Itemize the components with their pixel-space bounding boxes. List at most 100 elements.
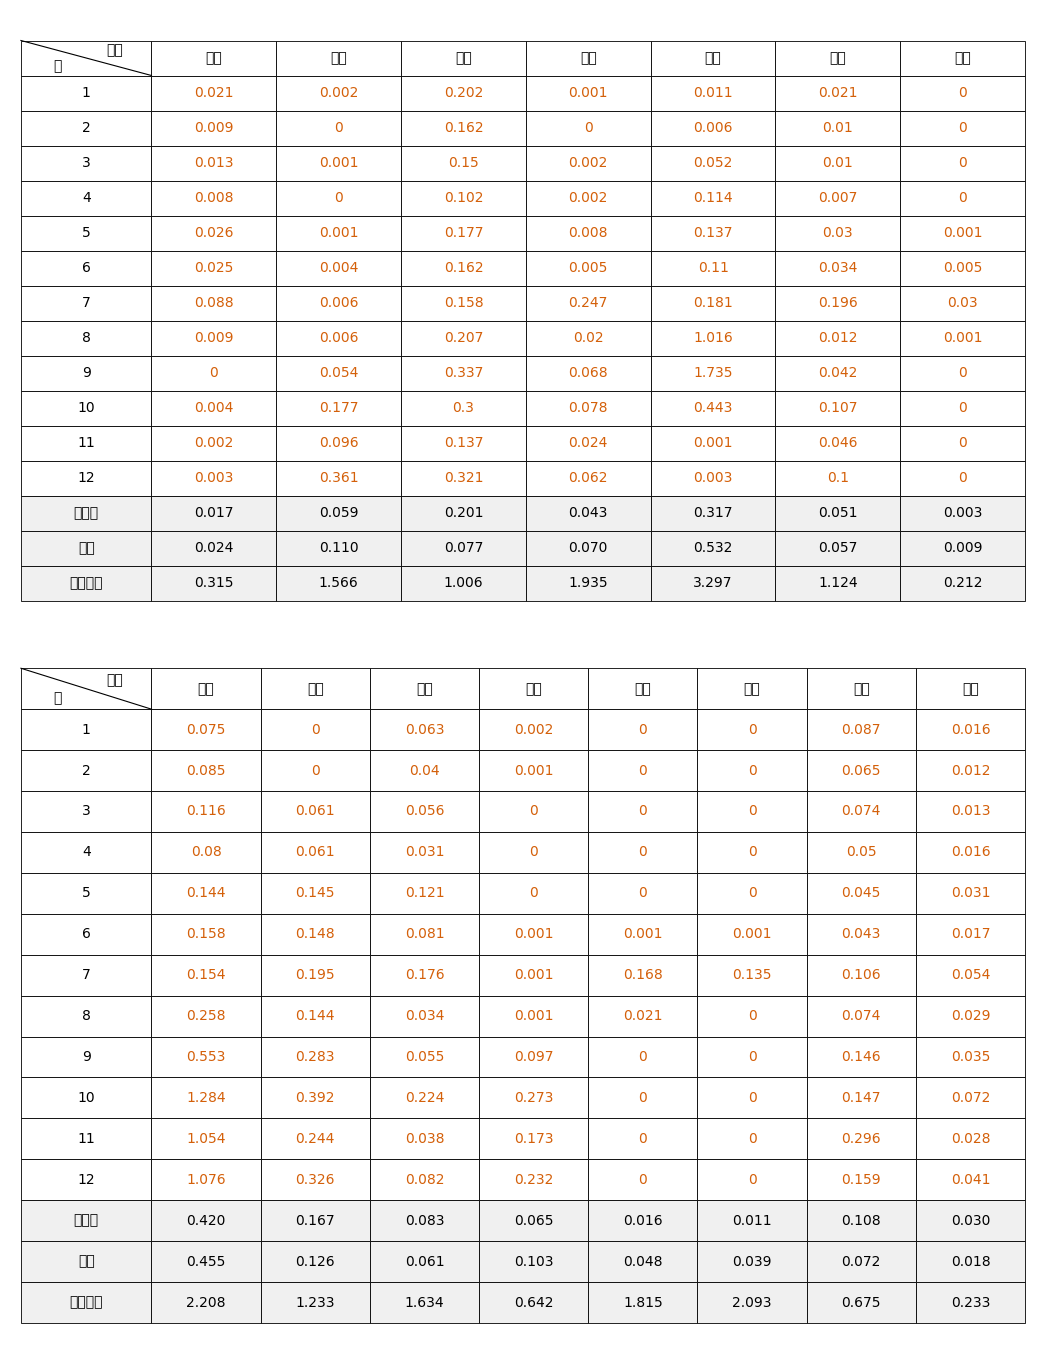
- Text: 1.124: 1.124: [818, 576, 858, 590]
- Text: 0.315: 0.315: [195, 576, 233, 590]
- Bar: [698, 832, 806, 873]
- Text: 0: 0: [748, 1008, 756, 1023]
- Bar: [401, 495, 526, 531]
- Text: 0.1: 0.1: [827, 471, 849, 485]
- Bar: [21, 709, 152, 751]
- Text: 0.077: 0.077: [444, 541, 483, 555]
- Text: 연평균: 연평균: [73, 1214, 98, 1227]
- Bar: [152, 111, 276, 146]
- Bar: [152, 996, 260, 1037]
- Bar: [901, 40, 1025, 76]
- Text: 0.045: 0.045: [842, 887, 881, 900]
- Bar: [526, 76, 651, 111]
- Text: 0.072: 0.072: [951, 1091, 991, 1104]
- Bar: [916, 954, 1025, 996]
- Text: 0: 0: [529, 845, 538, 860]
- Bar: [370, 1118, 479, 1160]
- Bar: [152, 76, 276, 111]
- Text: 수원: 수원: [525, 682, 542, 695]
- Bar: [152, 425, 276, 460]
- Text: 0.283: 0.283: [296, 1050, 335, 1064]
- Text: 0.3: 0.3: [453, 401, 475, 416]
- Text: 0.181: 0.181: [693, 296, 733, 310]
- Text: 1.006: 1.006: [444, 576, 483, 590]
- Text: 0.04: 0.04: [409, 764, 439, 778]
- Bar: [152, 1118, 260, 1160]
- Bar: [698, 1200, 806, 1241]
- Text: 연중최대: 연중최대: [69, 1296, 103, 1310]
- Bar: [21, 355, 152, 390]
- Bar: [21, 751, 152, 791]
- Text: 0.043: 0.043: [842, 927, 881, 941]
- Text: 0: 0: [529, 887, 538, 900]
- Bar: [276, 251, 401, 286]
- Text: 0.078: 0.078: [569, 401, 608, 416]
- Text: 1.566: 1.566: [319, 576, 359, 590]
- Bar: [916, 668, 1025, 709]
- Bar: [21, 40, 152, 76]
- Text: 0: 0: [748, 1050, 756, 1064]
- Bar: [588, 873, 698, 914]
- Text: 4: 4: [82, 192, 91, 205]
- Text: 0.001: 0.001: [319, 225, 359, 240]
- Bar: [806, 1118, 916, 1160]
- Bar: [260, 709, 370, 751]
- Text: 5: 5: [82, 225, 91, 240]
- Text: 0.042: 0.042: [818, 366, 858, 381]
- Text: 0.063: 0.063: [405, 722, 445, 737]
- Text: 인천: 인천: [852, 682, 869, 695]
- Text: 0.159: 0.159: [841, 1173, 881, 1187]
- Text: 0.097: 0.097: [514, 1050, 553, 1064]
- Bar: [479, 1037, 588, 1077]
- Text: 0: 0: [311, 764, 320, 778]
- Text: 0.207: 0.207: [444, 331, 483, 346]
- Bar: [901, 111, 1025, 146]
- Text: 0.011: 0.011: [693, 86, 733, 100]
- Bar: [370, 873, 479, 914]
- Text: 0.051: 0.051: [818, 506, 858, 520]
- Text: 0: 0: [958, 122, 968, 135]
- Text: 7: 7: [82, 296, 91, 310]
- Text: 0.057: 0.057: [818, 541, 858, 555]
- Text: 0: 0: [748, 887, 756, 900]
- Bar: [651, 146, 775, 181]
- Bar: [21, 1241, 152, 1282]
- Bar: [370, 1241, 479, 1282]
- Bar: [526, 425, 651, 460]
- Text: 0.317: 0.317: [693, 506, 733, 520]
- Text: 0.321: 0.321: [444, 471, 483, 485]
- Bar: [260, 1160, 370, 1200]
- Text: 0.110: 0.110: [319, 541, 359, 555]
- Bar: [526, 531, 651, 566]
- Bar: [479, 996, 588, 1037]
- Bar: [152, 355, 276, 390]
- Text: 0: 0: [748, 805, 756, 818]
- Bar: [698, 668, 806, 709]
- Bar: [806, 1160, 916, 1200]
- Text: 0.013: 0.013: [195, 157, 233, 170]
- Bar: [370, 751, 479, 791]
- Text: 0: 0: [958, 157, 968, 170]
- Bar: [401, 355, 526, 390]
- Text: 1.815: 1.815: [623, 1296, 663, 1310]
- Bar: [21, 668, 152, 709]
- Text: 0: 0: [638, 887, 647, 900]
- Text: 1.735: 1.735: [693, 366, 733, 381]
- Text: 1.233: 1.233: [296, 1296, 335, 1310]
- Text: 서울: 서울: [205, 51, 222, 65]
- Text: 8: 8: [82, 1008, 91, 1023]
- Text: 8: 8: [82, 331, 91, 346]
- Bar: [806, 709, 916, 751]
- Text: 0.168: 0.168: [623, 968, 663, 983]
- Text: 0.011: 0.011: [732, 1214, 772, 1227]
- Bar: [401, 460, 526, 495]
- Bar: [152, 181, 276, 216]
- Text: 0: 0: [958, 436, 968, 450]
- Bar: [152, 495, 276, 531]
- Bar: [526, 251, 651, 286]
- Text: 0: 0: [748, 1173, 756, 1187]
- Bar: [260, 873, 370, 914]
- Bar: [152, 146, 276, 181]
- Text: 0.002: 0.002: [195, 436, 233, 450]
- Text: 5: 5: [82, 887, 91, 900]
